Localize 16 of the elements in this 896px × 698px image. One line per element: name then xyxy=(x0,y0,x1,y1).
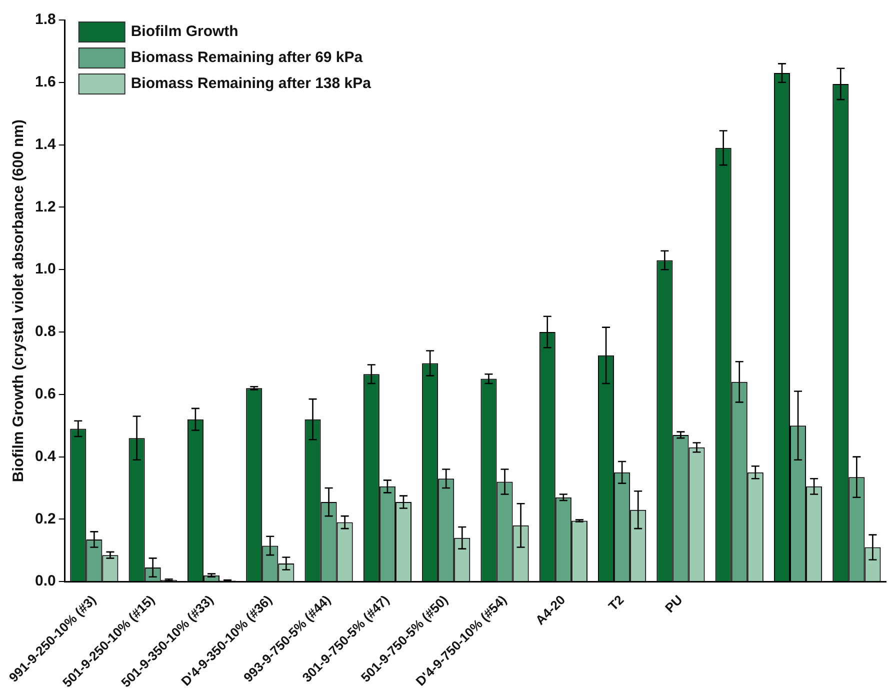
y-tick-label: 0.0 xyxy=(34,572,56,590)
y-axis-title: Biofilm Growth (crystal violet absorbance (600 nm) xyxy=(10,119,28,482)
y-tick-label: 1.2 xyxy=(34,198,56,216)
legend-label: Biomass Remaining after 138 kPa xyxy=(130,75,372,92)
y-tick-label: 0.4 xyxy=(34,448,56,465)
x-tick-label: T2 xyxy=(605,592,627,614)
x-tick-label: PU xyxy=(662,592,686,616)
y-tick-label: 0.6 xyxy=(34,386,56,403)
y-tick-label: 1.0 xyxy=(34,260,56,278)
y-tick-label: 1.4 xyxy=(34,136,56,153)
y-tick-label: 0.2 xyxy=(34,510,56,528)
y-tick-label: 1.6 xyxy=(34,74,56,91)
y-tick-label: 1.8 xyxy=(34,11,56,28)
legend-label: Biomass Remaining after 69 kPa xyxy=(130,49,364,66)
legend-label: Biofilm Growth xyxy=(130,23,238,40)
y-tick-label: 0.8 xyxy=(34,323,56,340)
